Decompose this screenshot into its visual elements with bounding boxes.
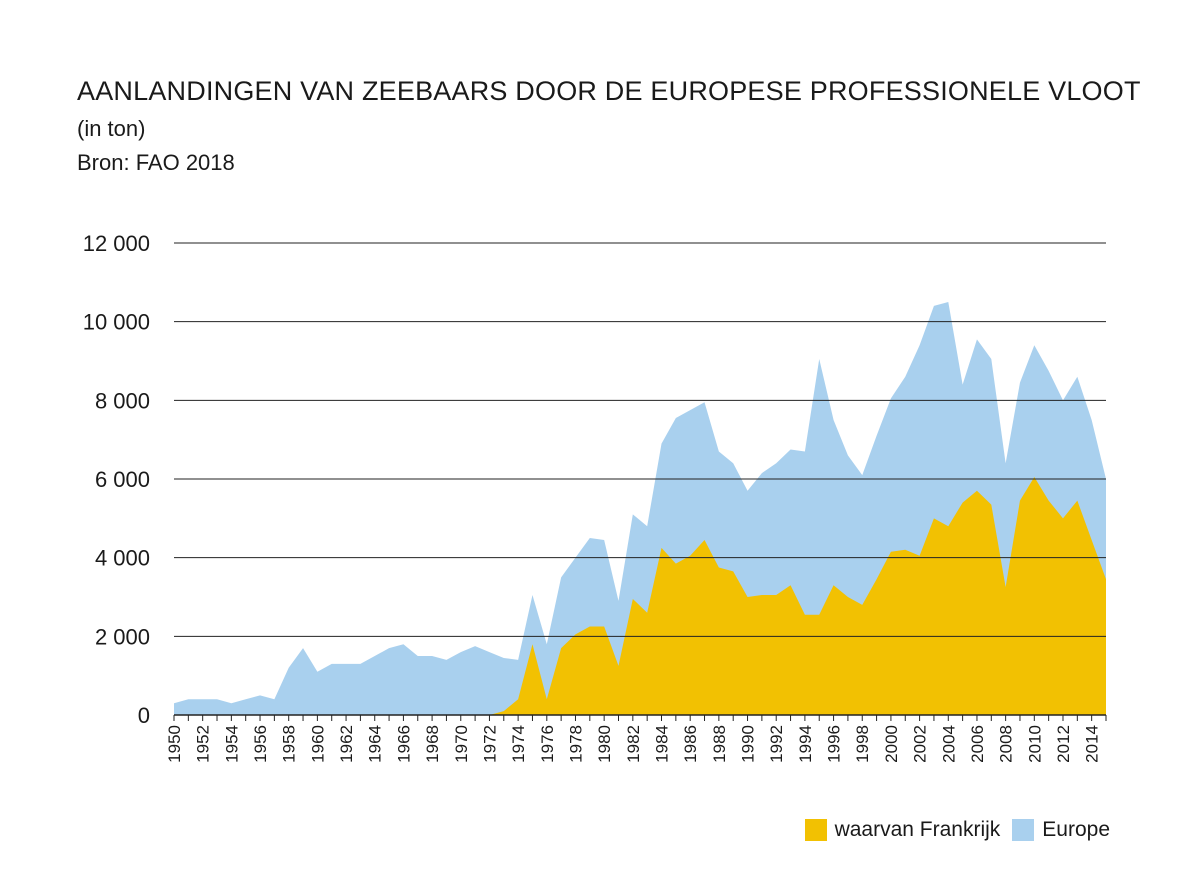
y-tick-label: 0 [138, 703, 150, 728]
x-tick-label: 1992 [767, 725, 786, 763]
x-tick-label: 1996 [825, 725, 844, 763]
x-tick-label: 1960 [308, 725, 327, 763]
chart-legend: waarvan Frankrijk Europe [793, 818, 1110, 842]
x-tick-label: 1962 [337, 725, 356, 763]
y-tick-label: 8 000 [95, 388, 150, 413]
x-tick-label: 1994 [796, 725, 815, 763]
y-tick-label: 6 000 [95, 467, 150, 492]
legend-item-europe: Europe [1012, 818, 1110, 842]
x-tick-label: 1972 [480, 725, 499, 763]
x-tick-label: 1970 [452, 725, 471, 763]
x-tick-label: 2006 [968, 725, 987, 763]
x-tick-label: 1956 [251, 725, 270, 763]
x-tick-label: 1980 [595, 725, 614, 763]
x-tick-label: 1966 [394, 725, 413, 763]
x-tick-label: 1954 [222, 725, 241, 763]
y-tick-label: 10 000 [83, 310, 150, 335]
x-tick-label: 2014 [1083, 725, 1102, 763]
x-tick-label: 2008 [997, 725, 1016, 763]
x-tick-label: 1968 [423, 725, 442, 763]
chart-source: Bron: FAO 2018 [77, 150, 235, 175]
chart-title: AANLANDINGEN VAN ZEEBAARS DOOR DE EUROPE… [77, 76, 1141, 106]
legend-label-europe: Europe [1042, 818, 1110, 841]
x-tick-label: 1984 [653, 725, 672, 763]
x-tick-label: 2000 [882, 725, 901, 763]
legend-label-france: waarvan Frankrijk [834, 818, 1001, 841]
x-tick-label: 1964 [366, 725, 385, 763]
x-tick-label: 1978 [566, 725, 585, 763]
y-tick-label: 4 000 [95, 546, 150, 571]
legend-swatch-france [804, 819, 827, 841]
x-tick-label: 1952 [194, 725, 213, 763]
france-area [174, 477, 1106, 715]
y-tick-label: 12 000 [83, 231, 150, 256]
chart-subtitle: (in ton) [77, 116, 146, 141]
x-tick-label: 1976 [538, 725, 557, 763]
legend-item-france: waarvan Frankrijk [804, 818, 1001, 842]
y-tick-label: 2 000 [95, 624, 150, 649]
x-tick-label: 1988 [710, 725, 729, 763]
x-tick-label: 1982 [624, 725, 643, 763]
x-tick-label: 2002 [911, 725, 930, 763]
x-tick-label: 1974 [509, 725, 528, 763]
x-tick-label: 1950 [165, 725, 184, 763]
x-tick-label: 1958 [280, 725, 299, 763]
x-tick-label: 2012 [1054, 725, 1073, 763]
x-tick-label: 2010 [1025, 725, 1044, 763]
x-tick-label: 1986 [681, 725, 700, 763]
x-tick-label: 1990 [739, 725, 758, 763]
x-tick-label: 1998 [853, 725, 872, 763]
x-tick-label: 2004 [939, 725, 958, 763]
legend-swatch-europe [1012, 819, 1035, 841]
